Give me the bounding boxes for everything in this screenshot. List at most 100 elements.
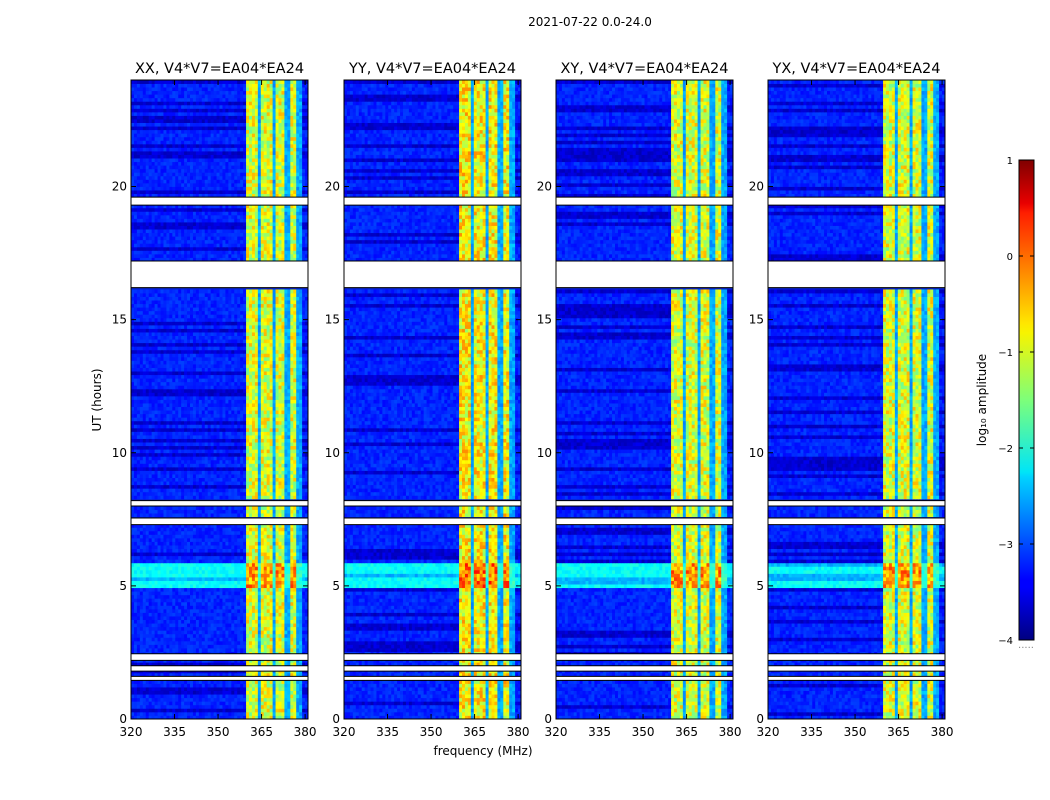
spectrum-cell	[187, 580, 191, 585]
spectrum-cell	[201, 523, 206, 528]
spectrum-cell	[139, 683, 144, 688]
spectrum-cell	[184, 594, 188, 599]
spectrum-cell	[157, 569, 161, 574]
spectrum-cell	[178, 523, 182, 528]
spectrum-cell	[299, 474, 303, 478]
spectrum-cell	[181, 495, 185, 500]
spectrum-cell	[195, 626, 200, 631]
spectrum-cell	[249, 427, 253, 432]
spectrum-cell	[296, 477, 300, 482]
spectrum-cell	[228, 495, 232, 500]
spectrum-cell	[178, 694, 182, 699]
spectrum-cell	[169, 406, 173, 411]
spectrum-cell	[284, 445, 288, 450]
spectrum-cell	[169, 541, 173, 546]
spectrum-cell	[213, 573, 217, 578]
spectrum-cell	[269, 399, 273, 404]
spectrum-cell	[151, 605, 155, 610]
spectrum-cell	[263, 495, 268, 500]
spectrum-cell	[263, 534, 268, 539]
spectrum-cell	[254, 601, 259, 606]
spectrum-cell	[210, 569, 214, 574]
spectrum-cell	[195, 679, 200, 684]
spectrum-cell	[240, 537, 244, 542]
spectrum-cell	[175, 474, 179, 478]
spectrum-cell	[293, 605, 297, 610]
spectrum-cell	[231, 545, 235, 549]
spectrum-cell	[293, 488, 297, 493]
spectrum-cell	[210, 491, 214, 496]
spectrum-cell	[278, 484, 282, 489]
spectrum-cell	[263, 545, 268, 549]
spectrum-cell	[269, 708, 273, 713]
spectrum-cell	[240, 594, 244, 599]
spectrum-cell	[240, 481, 244, 486]
spectrum-cell	[190, 630, 194, 635]
spectrum-cell	[154, 420, 158, 425]
spectrum-cell	[178, 648, 182, 652]
spectrum-cell	[216, 410, 220, 415]
spectrum-cell	[207, 605, 212, 610]
spectrum-cell	[272, 587, 276, 592]
spectrum-cell	[142, 435, 147, 439]
spectrum-cell	[184, 463, 188, 468]
spectrum-cell	[284, 619, 288, 624]
spectrum-cell	[136, 403, 141, 407]
spectrum-cell	[184, 637, 188, 642]
spectrum-cell	[207, 495, 212, 500]
spectrum-cell	[266, 477, 271, 482]
spectrum-cell	[275, 562, 279, 567]
spectrum-cell	[148, 452, 153, 457]
spectrum-cell	[216, 463, 220, 468]
spectrum-cell	[157, 626, 161, 631]
spectrum-cell	[195, 591, 200, 596]
spectrum-cell	[234, 648, 238, 652]
spectrum-cell	[225, 577, 229, 581]
spectrum-cell	[207, 637, 212, 642]
spectrum-cell	[169, 630, 173, 635]
spectrum-cell	[281, 491, 285, 496]
spectrum-cell	[249, 584, 253, 589]
spectrum-cell	[296, 438, 300, 443]
spectrum-cell	[184, 481, 188, 486]
spectrum-cell	[275, 410, 279, 415]
spectrum-cell	[237, 488, 241, 493]
spectrum-cell	[222, 616, 226, 620]
spectrum-cell	[284, 569, 288, 574]
spectrum-cell	[231, 619, 235, 624]
spectrum-cell	[184, 573, 188, 578]
spectrum-cell	[210, 608, 214, 613]
spectrum-cell	[148, 427, 153, 432]
spectrum-cell	[281, 459, 285, 464]
spectrum-cell	[190, 690, 194, 695]
spectrum-cell	[228, 513, 232, 518]
spectrum-cell	[213, 587, 217, 592]
spectrum-cell	[172, 435, 176, 439]
spectrum-cell	[225, 420, 229, 425]
spectrum-cell	[145, 598, 150, 603]
spectrum-cell	[287, 672, 291, 677]
spectrum-cell	[163, 484, 167, 489]
spectrum-cell	[275, 406, 279, 411]
spectrum-cell	[151, 640, 155, 645]
spectrum-cell	[305, 530, 309, 535]
spectrum-cell	[260, 552, 265, 557]
spectrum-cell	[133, 406, 138, 411]
spectrum-cell	[305, 435, 309, 439]
spectrum-cell	[175, 527, 179, 532]
spectrum-cell	[195, 619, 200, 624]
spectrum-cell	[190, 445, 194, 450]
spectrum-cell	[275, 438, 279, 443]
spectrum-cell	[243, 587, 247, 592]
spectrum-cell	[148, 488, 153, 493]
spectrum-cell	[228, 605, 232, 610]
spectrum-cell	[278, 608, 282, 613]
spectrum-cell	[131, 623, 135, 628]
spectrum-cell	[151, 701, 155, 706]
spectrum-cell	[287, 715, 291, 720]
spectrum-cell	[305, 704, 309, 709]
spectrum-cell	[201, 687, 206, 691]
spectrum-cell	[272, 403, 276, 407]
spectrum-cell	[198, 449, 203, 454]
spectrum-cell	[175, 523, 179, 528]
